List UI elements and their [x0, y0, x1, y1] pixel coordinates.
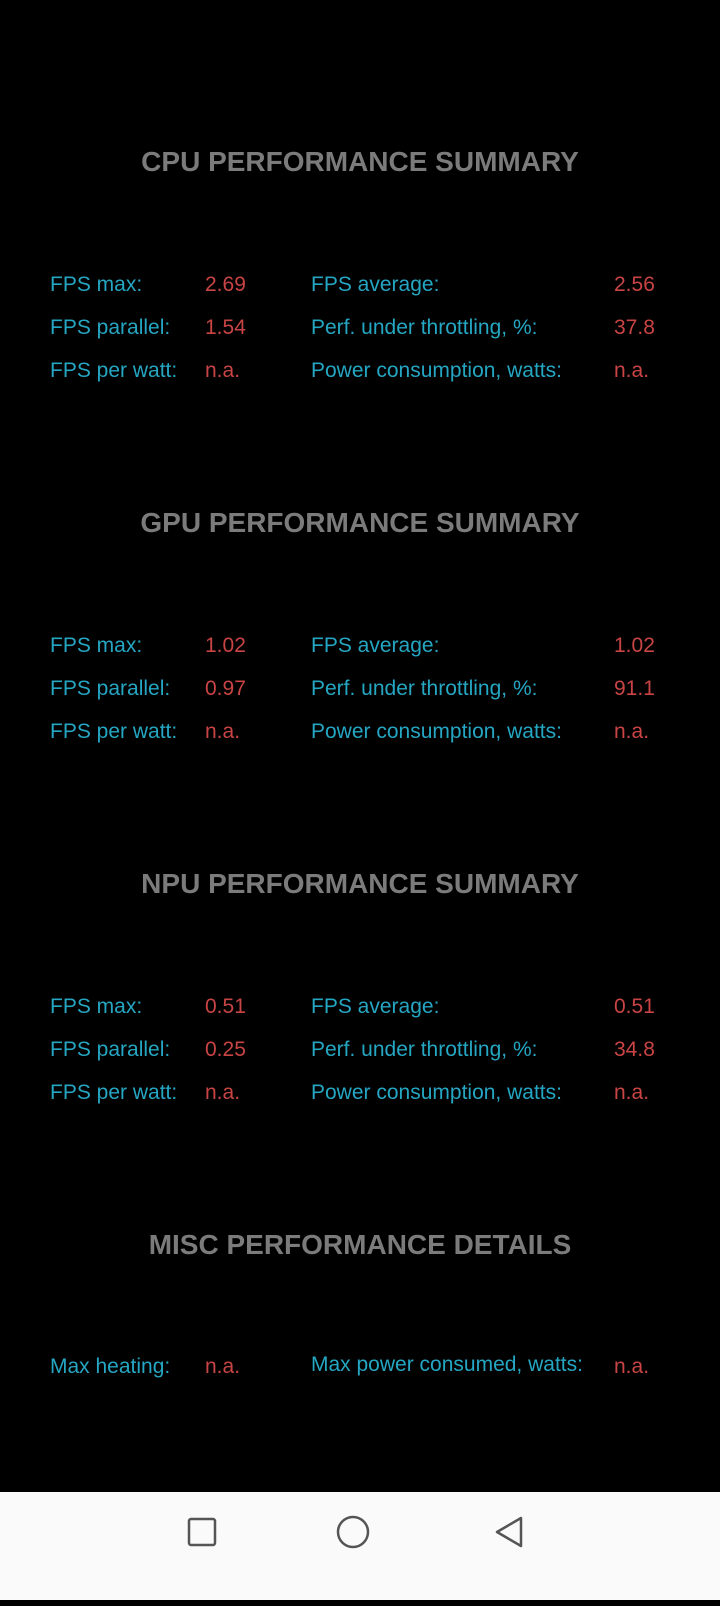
- stat-label: FPS parallel:: [50, 677, 171, 700]
- stat-value: n.a.: [614, 359, 650, 382]
- stat-value: n.a.: [205, 720, 241, 743]
- stat-label: Max heating:: [50, 1355, 171, 1378]
- back-button[interactable]: [490, 1512, 530, 1552]
- stat-row: Max heating: n.a. Max power consumed, wa…: [0, 1352, 720, 1382]
- stat-value: 0.25: [205, 1038, 246, 1061]
- stat-value: 1.02: [614, 634, 655, 657]
- stat-row: FPS per watt: n.a. Power consumption, wa…: [0, 1078, 720, 1108]
- stat-label: FPS parallel:: [50, 316, 171, 339]
- stat-row: FPS parallel: 1.54 Perf. under throttlin…: [0, 313, 720, 343]
- misc-section: MISC PERFORMANCE DETAILS Max heating: n.…: [0, 1229, 720, 1606]
- stat-row: FPS parallel: 0.25 Perf. under throttlin…: [0, 1035, 720, 1065]
- stat-label: FPS parallel:: [50, 1038, 171, 1061]
- stat-value: 2.56: [614, 273, 655, 296]
- stat-label: FPS average:: [311, 273, 440, 296]
- recents-square-icon: [187, 1517, 217, 1547]
- stat-row: FPS max: 1.02 FPS average: 1.02: [0, 631, 720, 661]
- stat-label: FPS max:: [50, 634, 143, 657]
- recents-button[interactable]: [182, 1512, 222, 1552]
- npu-summary-section: NPU PERFORMANCE SUMMARY FPS max: 0.51 FP…: [0, 868, 720, 1245]
- stat-label: FPS max:: [50, 273, 143, 296]
- stat-label: Power consumption, watts:: [311, 1081, 562, 1104]
- stat-value: 91.1: [614, 677, 655, 700]
- stat-label: FPS per watt:: [50, 720, 178, 743]
- stat-row: FPS per watt: n.a. Power consumption, wa…: [0, 356, 720, 386]
- stat-value: 0.97: [205, 677, 246, 700]
- stat-value: n.a.: [205, 1355, 241, 1378]
- stat-row: FPS max: 2.69 FPS average: 2.56: [0, 270, 720, 300]
- stat-value: n.a.: [614, 1081, 650, 1104]
- stat-label: Max power consumed, watts:: [311, 1353, 583, 1376]
- stat-value: 34.8: [614, 1038, 655, 1061]
- stat-label: Perf. under throttling, %:: [311, 316, 538, 339]
- stat-label: Perf. under throttling, %:: [311, 677, 538, 700]
- stat-label: Power consumption, watts:: [311, 359, 562, 382]
- stat-label: FPS max:: [50, 995, 143, 1018]
- cpu-summary-section: CPU PERFORMANCE SUMMARY FPS max: 2.69 FP…: [0, 146, 720, 523]
- section-title: GPU PERFORMANCE SUMMARY: [140, 507, 580, 538]
- stat-label: Power consumption, watts:: [311, 720, 562, 743]
- back-triangle-icon: [495, 1516, 523, 1548]
- stat-value: n.a.: [205, 1081, 241, 1104]
- stat-row: FPS per watt: n.a. Power consumption, wa…: [0, 717, 720, 747]
- stat-row: FPS parallel: 0.97 Perf. under throttlin…: [0, 674, 720, 704]
- stat-value: 2.69: [205, 273, 246, 296]
- gpu-summary-section: GPU PERFORMANCE SUMMARY FPS max: 1.02 FP…: [0, 507, 720, 884]
- stat-value: 0.51: [205, 995, 246, 1018]
- stat-value: n.a.: [205, 359, 241, 382]
- stat-value: 0.51: [614, 995, 655, 1018]
- stat-value: 1.02: [205, 634, 246, 657]
- section-title: MISC PERFORMANCE DETAILS: [148, 1229, 572, 1260]
- stat-value: n.a.: [614, 720, 650, 743]
- home-circle-icon: [336, 1515, 370, 1549]
- system-nav-bar: [0, 1492, 720, 1600]
- section-title: NPU PERFORMANCE SUMMARY: [141, 868, 579, 899]
- section-title: CPU PERFORMANCE SUMMARY: [141, 146, 579, 177]
- stat-value: n.a.: [614, 1355, 650, 1378]
- stat-label: FPS per watt:: [50, 359, 178, 382]
- stat-label: FPS average:: [311, 634, 440, 657]
- stat-value: 37.8: [614, 316, 655, 339]
- stat-label: Perf. under throttling, %:: [311, 1038, 538, 1061]
- stat-row: FPS max: 0.51 FPS average: 0.51: [0, 992, 720, 1022]
- stat-value: 1.54: [205, 316, 246, 339]
- home-button[interactable]: [333, 1512, 373, 1552]
- stat-label: FPS per watt:: [50, 1081, 178, 1104]
- stat-label: FPS average:: [311, 995, 440, 1018]
